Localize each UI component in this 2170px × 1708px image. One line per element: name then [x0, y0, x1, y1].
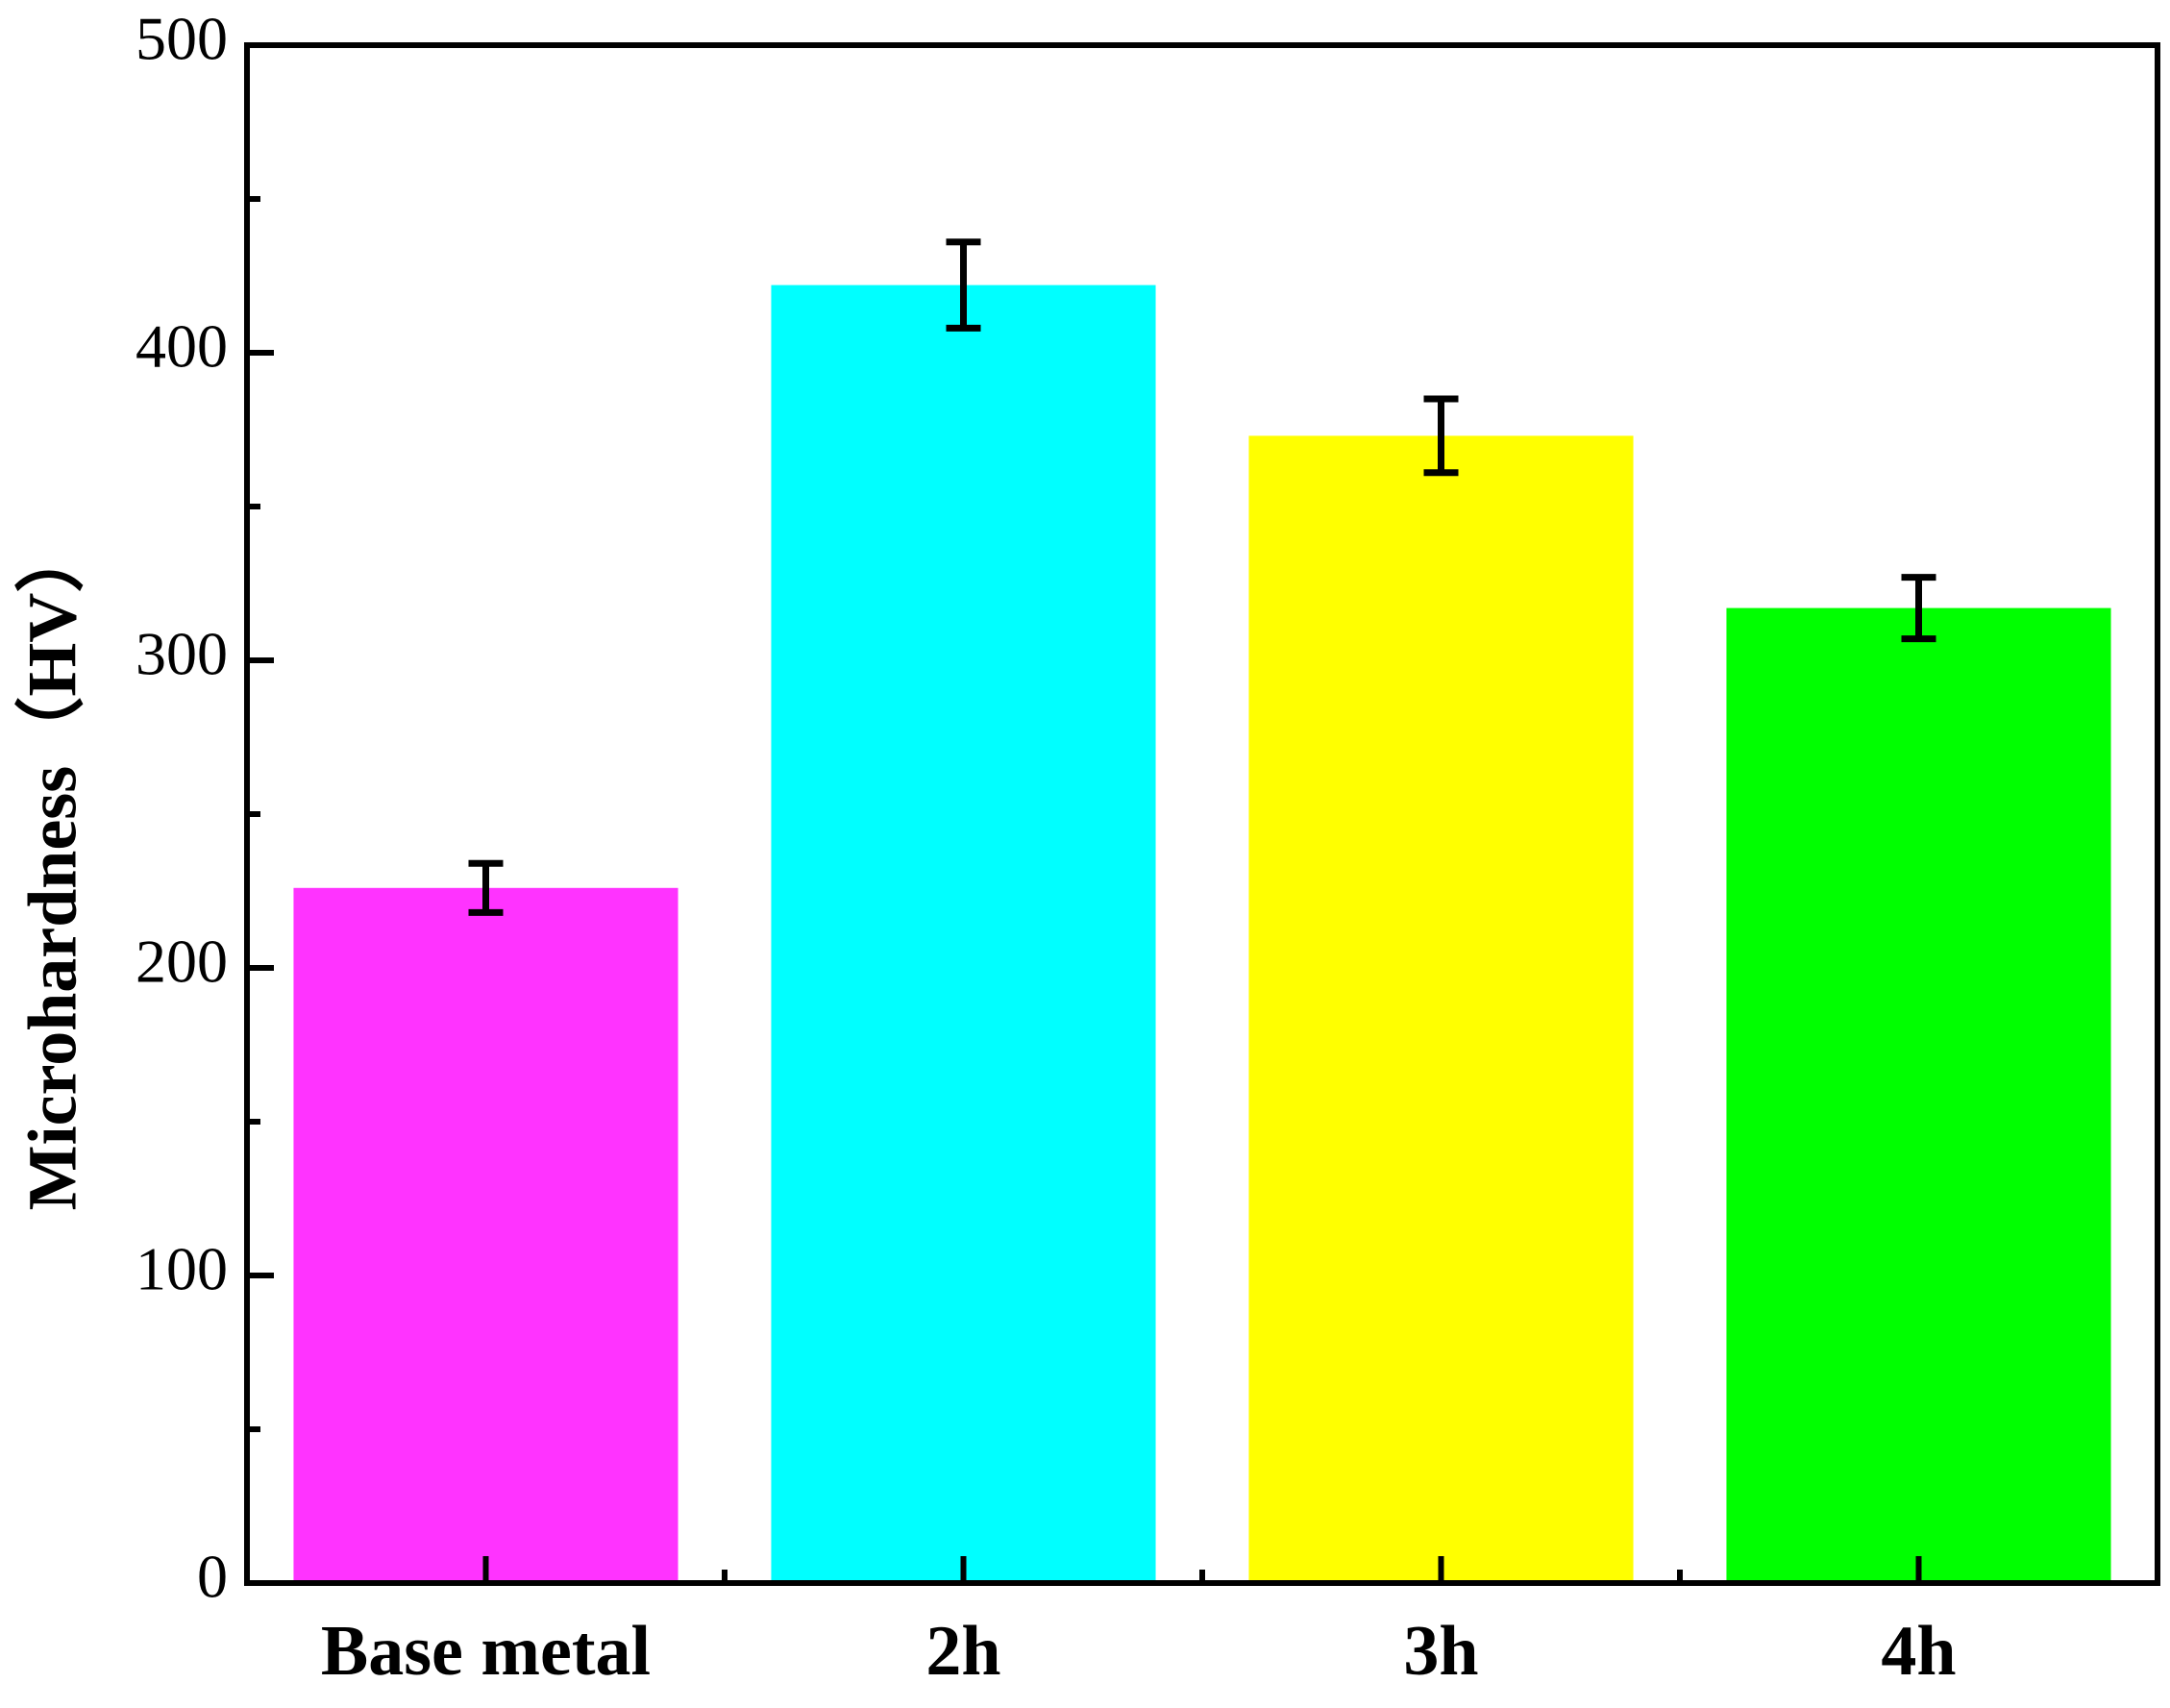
y-tick-label: 100: [136, 1235, 228, 1303]
y-axis-title: Microhardness（HV）: [14, 524, 91, 1211]
error-bar-0: [468, 859, 504, 916]
y-tick-label: 200: [136, 928, 228, 996]
bar-1: [771, 285, 1156, 1584]
y-tick-label: 500: [136, 5, 228, 73]
error-bar-1: [946, 238, 981, 332]
y-tick-label: 0: [197, 1543, 228, 1611]
x-tick-label: 2h: [925, 1612, 1000, 1691]
bar-0: [293, 887, 678, 1583]
x-tick-label: 3h: [1403, 1612, 1478, 1691]
bar-2: [1248, 435, 1634, 1583]
error-bar-3: [1901, 574, 1936, 643]
error-bar-2: [1423, 395, 1459, 477]
y-tick-label: 400: [136, 312, 228, 381]
x-axis: Base metal 2h 3h 4h: [321, 1556, 1957, 1691]
error-bars-layer: [468, 238, 1936, 916]
x-tick-label: Base metal: [321, 1612, 651, 1691]
plot-frame: [244, 42, 2160, 1586]
bar-3: [1726, 607, 2111, 1583]
y-tick-label: 300: [136, 620, 228, 688]
x-tick-label: 4h: [1881, 1612, 1956, 1691]
y-axis: 0 100 200 300 400 500: [136, 5, 274, 1611]
bars-layer: [293, 285, 2111, 1584]
